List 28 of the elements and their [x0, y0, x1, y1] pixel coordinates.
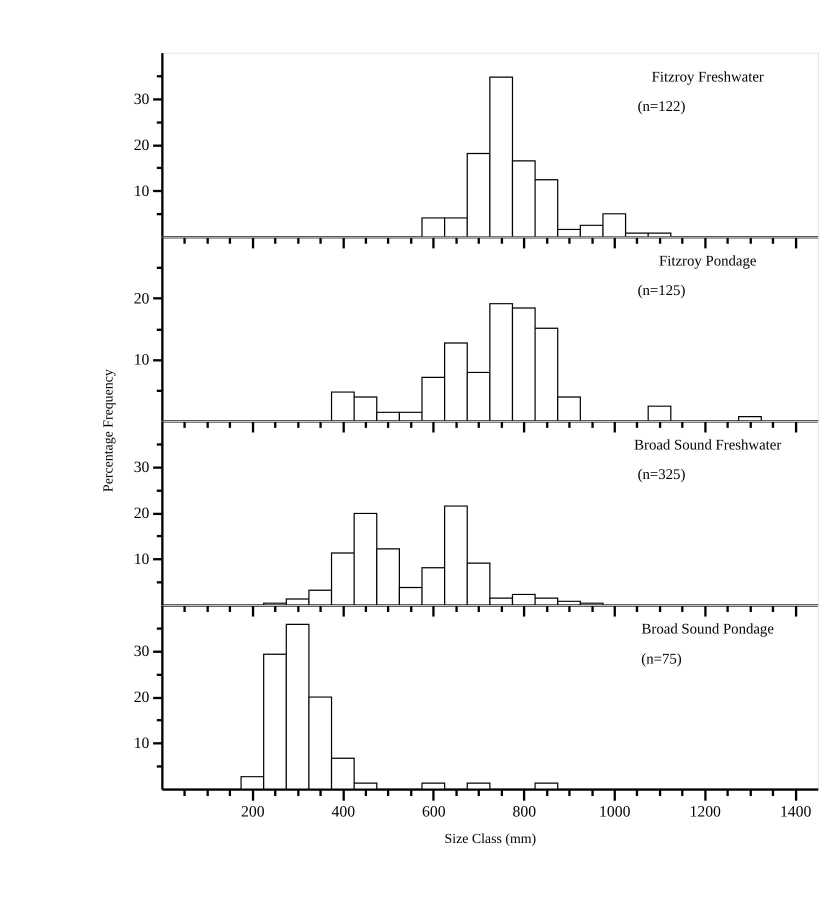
- text: (n=325): [638, 467, 686, 484]
- text: Broad Sound Freshwater: [634, 438, 782, 454]
- text: Fitzroy Pondage: [659, 253, 757, 270]
- text: Fitzroy Freshwater: [652, 69, 764, 86]
- x-tick-label: 1200: [689, 803, 722, 820]
- y-tick-label: 20: [134, 505, 150, 522]
- text: (n=122): [638, 98, 686, 115]
- x-tick-label: 600: [422, 803, 446, 820]
- y-tick-label: 10: [134, 182, 150, 200]
- y-tick-label: 10: [134, 551, 150, 568]
- x-tick-label: 400: [332, 803, 356, 820]
- y-tick-label: 30: [134, 459, 150, 476]
- y-tick-label: 20: [134, 689, 150, 706]
- y-tick-label: 20: [134, 290, 150, 308]
- y-tick-label: 20: [134, 136, 150, 154]
- text: (n=125): [638, 283, 686, 300]
- x-tick-label: 1400: [780, 803, 812, 820]
- y-tick-label: 30: [134, 90, 150, 108]
- y-tick-label: 10: [134, 352, 150, 369]
- x-tick-label: 1000: [599, 803, 631, 820]
- text: (n=75): [641, 651, 682, 668]
- y-axis-title: Percentage Frequency: [101, 369, 116, 492]
- x-tick-label: 200: [241, 803, 265, 820]
- x-tick-label: 800: [512, 803, 536, 820]
- y-tick-label: 10: [134, 735, 150, 752]
- x-axis-title: Size Class (mm): [444, 832, 536, 848]
- y-tick-label: 30: [134, 643, 150, 660]
- text: Broad Sound Pondage: [642, 622, 774, 638]
